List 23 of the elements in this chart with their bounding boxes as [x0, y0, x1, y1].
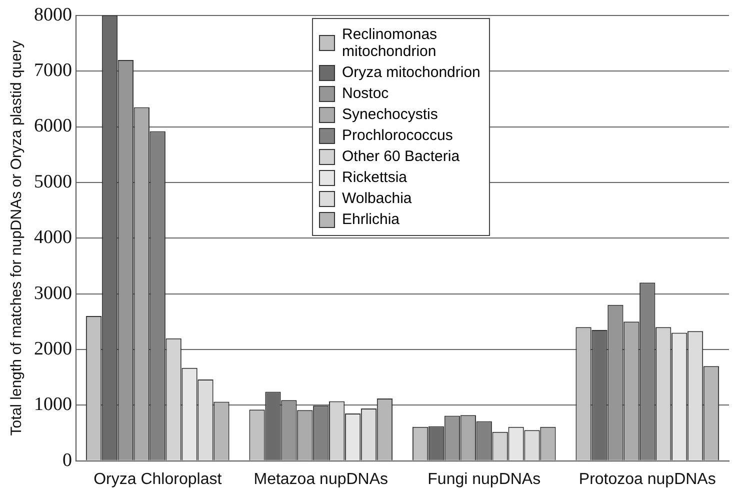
- legend-label: Ehrlichia: [342, 211, 400, 228]
- y-tick-label: 6000: [34, 116, 72, 137]
- x-tick-label: Fungi nupDNAs: [428, 470, 541, 488]
- legend-label: Prochlorococcus: [342, 127, 453, 144]
- legend-label: Wolbachia: [342, 190, 412, 207]
- legend-label: Rickettsia: [342, 169, 408, 186]
- y-axis-title: Total length of matches for nupDNAs or Oryza plastid query: [8, 40, 26, 436]
- y-tick-label: 1000: [34, 394, 72, 416]
- y-tick-label: 2000: [34, 338, 72, 360]
- legend-label: Synechocystis: [342, 106, 438, 123]
- x-tick-label: Metazoa nupDNAs: [254, 470, 388, 488]
- y-tick-label: 0: [62, 450, 72, 471]
- legend-label: Reclinomonas mitochondrion: [342, 26, 438, 60]
- y-tick-label: 7000: [34, 60, 72, 82]
- y-tick-label: 3000: [34, 282, 72, 304]
- y-tick-label: 8000: [34, 4, 72, 26]
- y-tick-label: 4000: [34, 227, 72, 248]
- y-tick-label: 5000: [34, 171, 72, 192]
- legend-label: Oryza mitochondrion: [342, 64, 480, 81]
- legend-label: Other 60 Bacteria: [342, 148, 460, 165]
- legend-label: Nostoc: [342, 85, 389, 102]
- x-tick-label: Oryza Chloroplast: [94, 470, 222, 488]
- x-tick-label: Protozoa nupDNAs: [578, 470, 716, 488]
